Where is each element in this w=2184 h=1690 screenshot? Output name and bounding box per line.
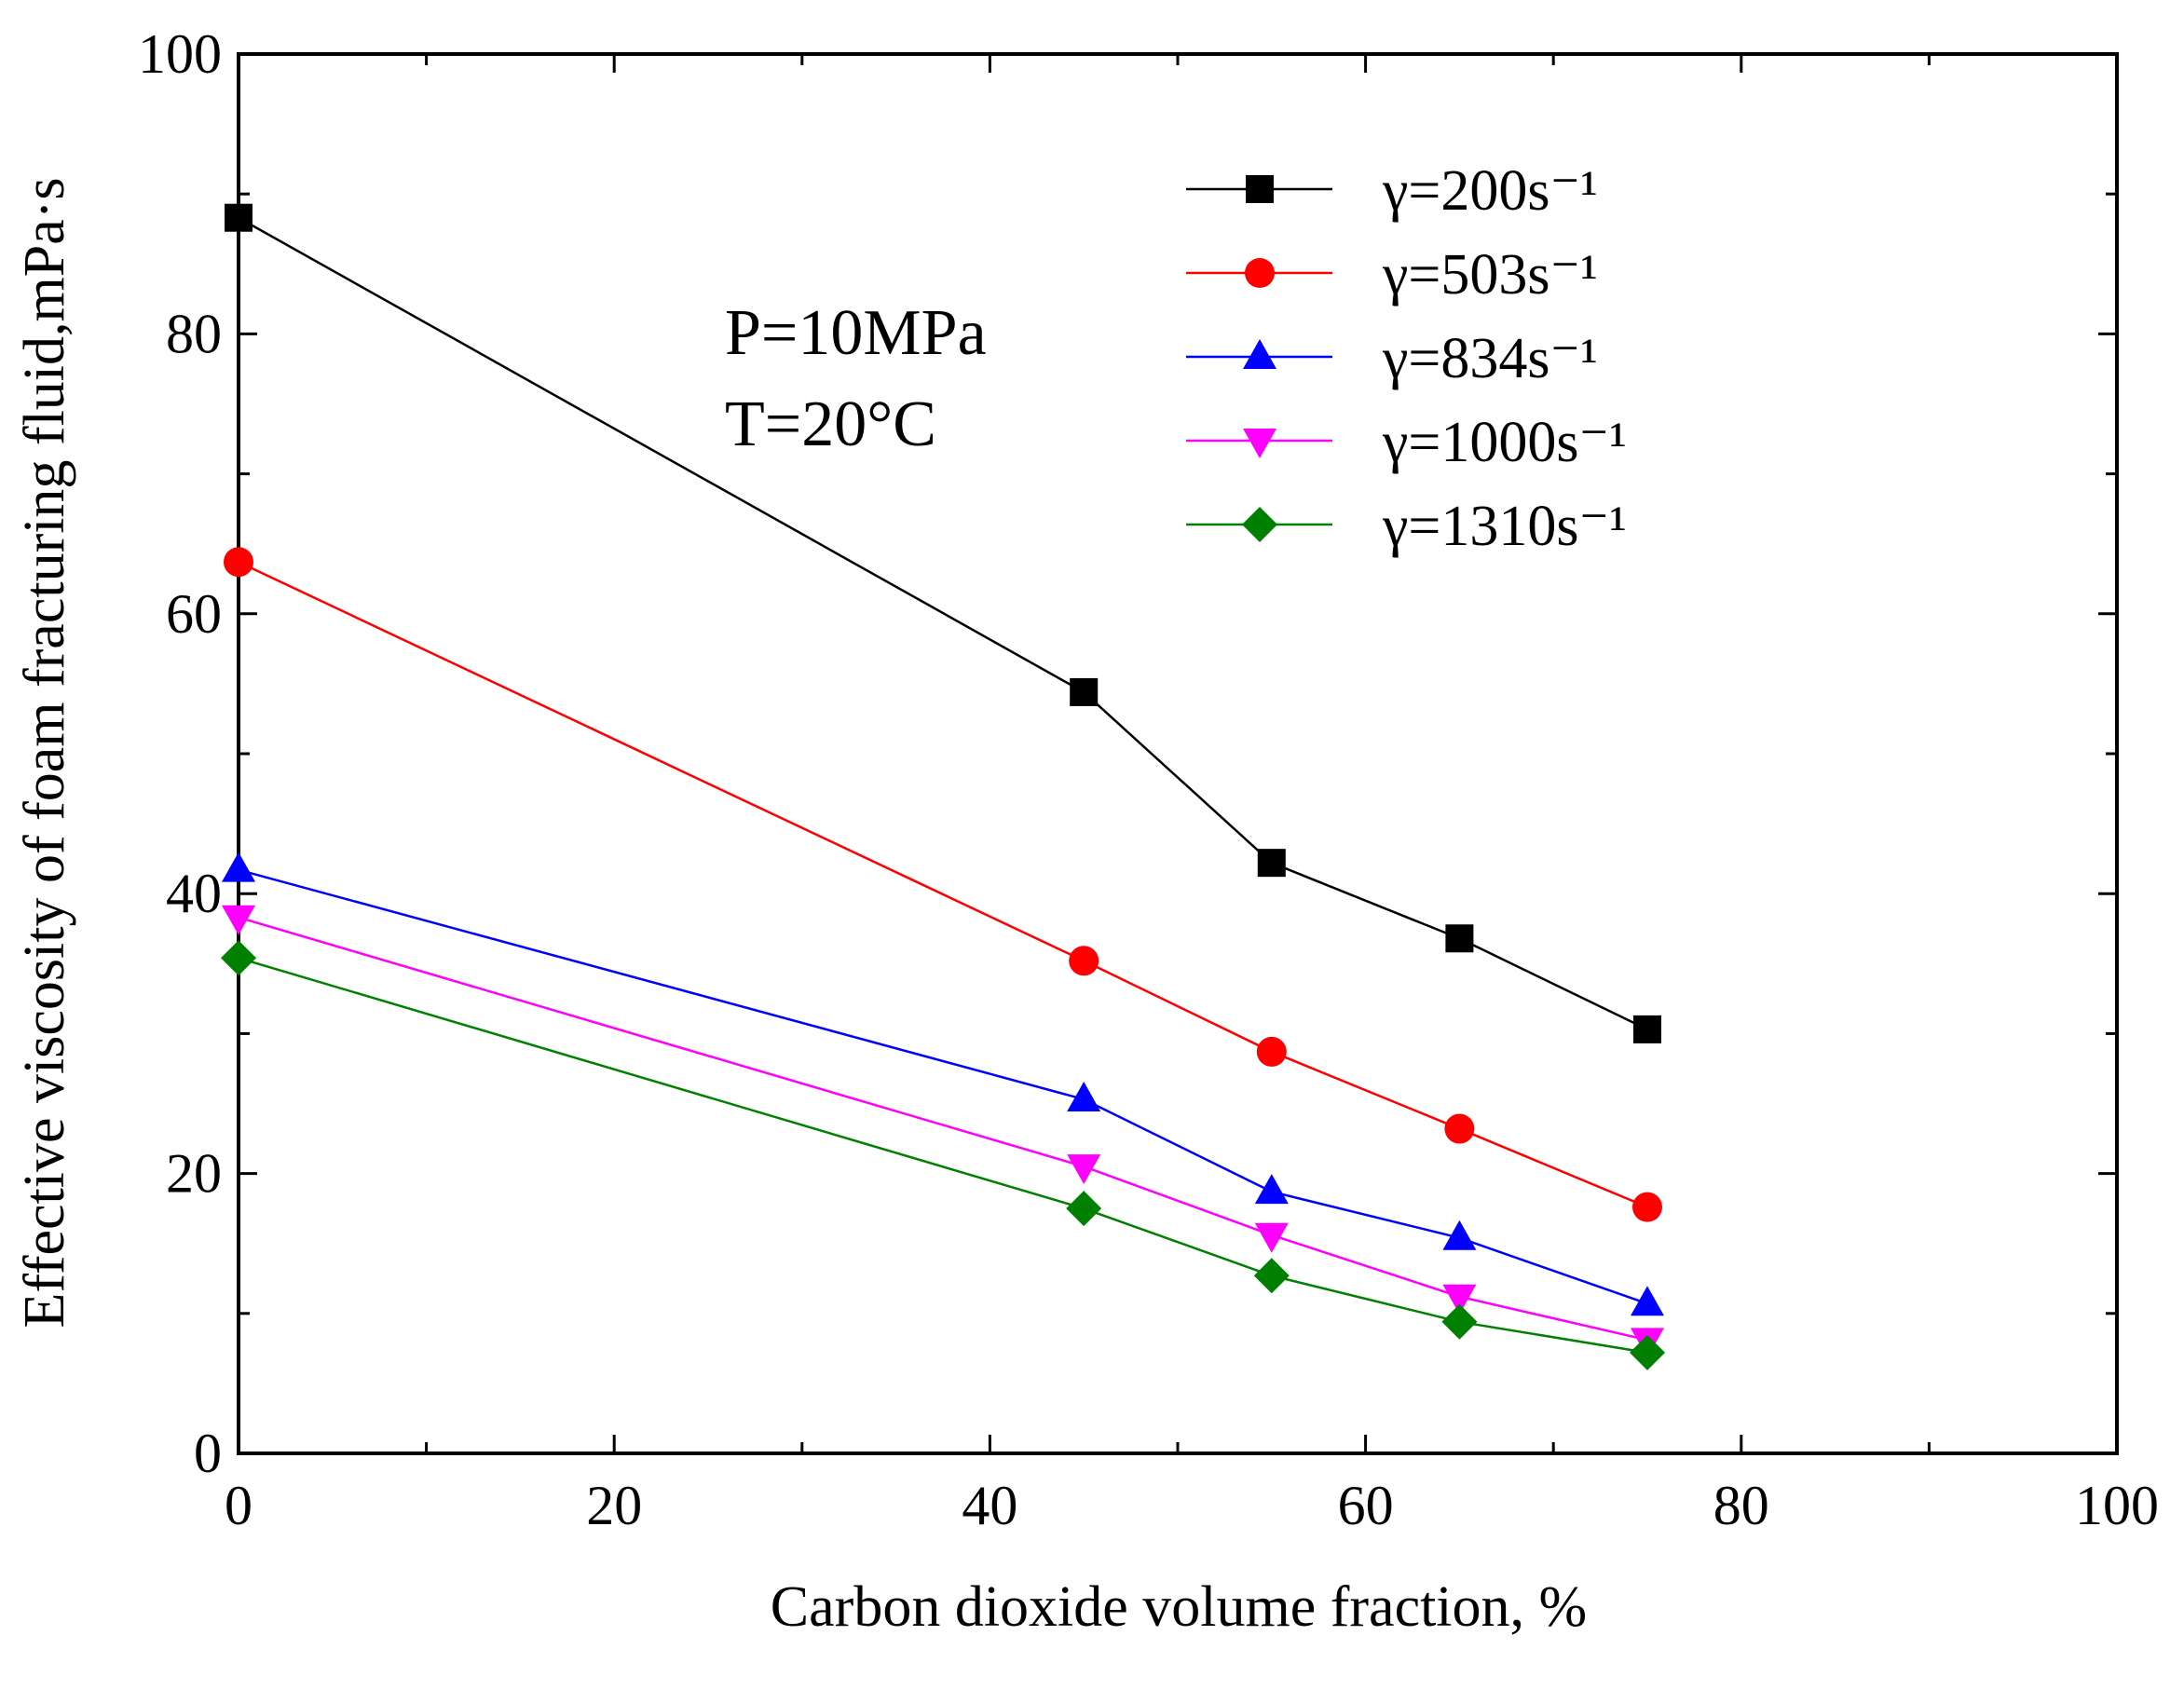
legend-label: γ=834s⁻¹: [1382, 327, 1598, 390]
data-point: [224, 547, 253, 578]
legend-label: γ=503s⁻¹: [1382, 243, 1598, 307]
data-point: [1442, 1284, 1477, 1315]
legend-label: γ=200s⁻¹: [1382, 159, 1598, 223]
legend-item-2: γ=503s⁻¹: [1186, 243, 1598, 307]
y-tick-label: 40: [166, 863, 222, 924]
data-point: [1254, 1222, 1289, 1253]
legend-item-1: γ=200s⁻¹: [1186, 159, 1598, 223]
x-axis-title: Carbon dioxide volume fraction, %: [771, 1575, 1587, 1639]
data-point: [1256, 1036, 1287, 1067]
legend-item-4: γ=1000s⁻¹: [1186, 411, 1627, 474]
data-point: [225, 203, 253, 232]
series-2: [224, 547, 1662, 1222]
data-point: [1631, 1286, 1664, 1316]
legend-marker: [1243, 339, 1276, 369]
x-tick-label: 0: [225, 1475, 253, 1536]
legend-item-5: γ=1310s⁻¹: [1186, 495, 1627, 558]
data-point: [1445, 924, 1474, 953]
series-line: [238, 561, 1648, 1208]
data-point: [1441, 1303, 1478, 1340]
x-tick-label: 100: [2075, 1475, 2159, 1536]
annotation-temperature: T=20°C: [725, 388, 936, 460]
x-tick-label: 80: [1713, 1475, 1769, 1536]
data-point: [222, 905, 255, 935]
legend-item-3: γ=834s⁻¹: [1186, 327, 1598, 390]
data-point: [221, 940, 256, 976]
y-tick-label: 80: [166, 303, 222, 364]
y-tick-label: 20: [166, 1143, 222, 1205]
data-point: [1067, 1154, 1101, 1185]
data-point: [1066, 1191, 1102, 1227]
legend-label: γ=1000s⁻¹: [1382, 411, 1627, 474]
axes: 0 20 40 60 80 100 0 20 40 60 80 100: [138, 23, 2159, 1536]
annotation-pressure: P=10MPa: [725, 297, 987, 369]
series-line: [238, 916, 1648, 1342]
series-1: [225, 203, 1661, 1043]
data-point: [1633, 1015, 1661, 1043]
series-4: [222, 905, 1664, 1358]
series-line: [238, 868, 1648, 1305]
data-point: [1444, 1113, 1475, 1144]
series-5: [221, 940, 1665, 1370]
data-point: [1067, 1081, 1101, 1111]
y-tick-label: 60: [166, 583, 222, 645]
legend-marker: [1245, 258, 1275, 288]
legend-marker: [1246, 175, 1274, 203]
x-tick-label: 40: [962, 1475, 1017, 1536]
x-tick-label: 20: [586, 1475, 642, 1536]
y-axis-title: Effective viscosity of foam fracturing f…: [13, 177, 76, 1328]
data-point: [1254, 1174, 1289, 1205]
series-3: [222, 852, 1664, 1316]
data-point: [1442, 1220, 1477, 1250]
x-tick-label: 60: [1338, 1475, 1394, 1536]
legend: γ=200s⁻¹ γ=503s⁻¹ γ=834s⁻¹ γ=1000s⁻¹ γ=1310s…: [1186, 159, 1627, 558]
plot-frame: [237, 52, 2119, 1455]
y-tick-label: 0: [194, 1423, 222, 1484]
data-point: [1632, 1192, 1662, 1222]
data-point: [1253, 1258, 1290, 1294]
data-point: [1630, 1334, 1665, 1370]
legend-marker: [1243, 429, 1276, 458]
data-point: [1070, 677, 1099, 706]
y-tick-label: 100: [138, 23, 222, 85]
data-point: [1257, 849, 1286, 878]
plot-series: [221, 203, 1665, 1370]
data-point: [1069, 946, 1099, 976]
legend-marker: [1242, 507, 1277, 542]
data-point: [222, 852, 255, 882]
series-line: [238, 957, 1648, 1355]
legend-label: γ=1310s⁻¹: [1382, 495, 1627, 558]
